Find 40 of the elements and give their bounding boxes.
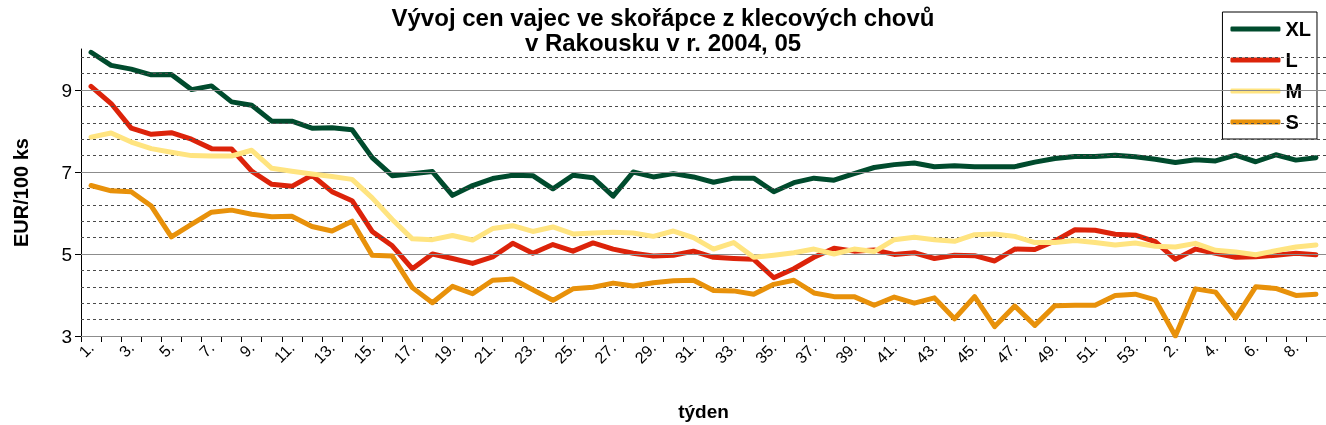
- x-tick-label: 13.: [310, 338, 339, 367]
- x-tick-label: 51.: [1073, 338, 1102, 367]
- x-tick-label: 2.: [1159, 338, 1182, 361]
- y-tick-label: 5: [61, 243, 72, 265]
- x-tick-label: 29.: [631, 338, 660, 367]
- x-tick-label: 6.: [1240, 338, 1262, 361]
- x-tick-label: 4.: [1200, 338, 1222, 361]
- x-tick-label: 7.: [196, 338, 218, 361]
- x-tick-label: 41.: [872, 338, 901, 367]
- x-tick-label: 27.: [591, 338, 620, 367]
- x-tick-label: 21.: [470, 338, 499, 367]
- x-axis-title: týden: [678, 401, 729, 422]
- y-tick-label: 7: [61, 161, 72, 183]
- x-tick-label: 5.: [155, 338, 178, 361]
- x-tick-label: 3.: [115, 338, 138, 361]
- x-tick-label: 19.: [430, 338, 459, 367]
- x-tick-label: 37.: [792, 338, 820, 367]
- x-tick-label: 39.: [832, 338, 861, 367]
- chart-title: Vývoj cen vajec ve skořápce z klecových chovů v Rakousku v r. 2004, 05: [391, 4, 935, 56]
- x-tick-label: 33.: [711, 338, 740, 367]
- x-tick-label: 31.: [671, 338, 700, 367]
- y-tick-label: 9: [61, 79, 72, 101]
- x-tick-label: 45.: [952, 338, 981, 367]
- x-tick-label: 25.: [551, 338, 579, 367]
- x-tick-label: 17.: [390, 338, 419, 367]
- x-tick-label: 9.: [236, 338, 258, 361]
- x-tick-label: 49.: [1033, 338, 1061, 367]
- x-tick-label: 11.: [270, 338, 298, 366]
- x-tick-label: 53.: [1113, 338, 1142, 367]
- x-tick-label: 15.: [350, 338, 379, 367]
- y-tick-label: 3: [61, 325, 72, 347]
- y-axis-title: EUR/100 ks: [10, 138, 32, 247]
- x-tick-label: 43.: [912, 338, 941, 367]
- x-tick-label: 35.: [752, 338, 780, 367]
- legend-label: XL: [1285, 18, 1312, 40]
- x-tick-label: 47.: [993, 338, 1021, 367]
- x-tick-label: 23.: [511, 338, 539, 367]
- x-tick-label: 1.: [75, 338, 98, 361]
- x-tick-label: 8.: [1280, 338, 1302, 361]
- legend-label: S: [1285, 111, 1299, 133]
